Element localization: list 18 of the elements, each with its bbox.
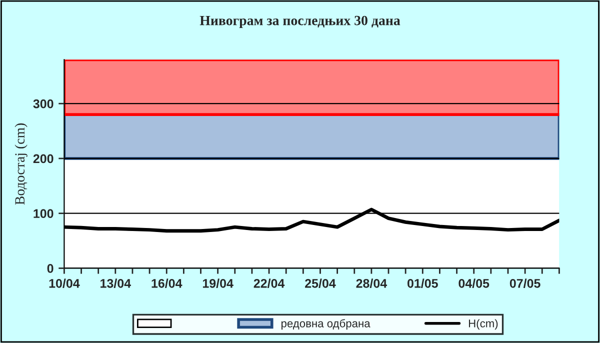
legend-label: редовна одбрана	[281, 319, 370, 330]
x-tick-label: 13/04	[100, 278, 131, 288]
chart-title: Нивограм за последњих 30 дана	[200, 16, 400, 28]
x-tick-label: 22/04	[254, 278, 285, 288]
x-tick-label: 19/04	[202, 278, 234, 288]
x-tick-label: 07/05	[510, 278, 540, 288]
x-tick-label: 04/05	[458, 278, 490, 288]
x-tick-label: 10/04	[49, 278, 80, 288]
y-tick-label: 200	[33, 154, 54, 164]
y-tick-label: 100	[34, 209, 54, 218]
x-tick-label: 25/04	[305, 278, 336, 288]
legend-label: H(cm)	[468, 319, 498, 330]
x-tick-label: 28/04	[356, 278, 388, 288]
x-tick-label: 01/05	[408, 278, 438, 288]
x-tick-label: 16/04	[152, 278, 182, 288]
y-tick-label: 0	[47, 264, 54, 273]
y-axis-title: Водостај (cm)	[14, 123, 28, 205]
y-tick-label: 300	[33, 99, 54, 108]
